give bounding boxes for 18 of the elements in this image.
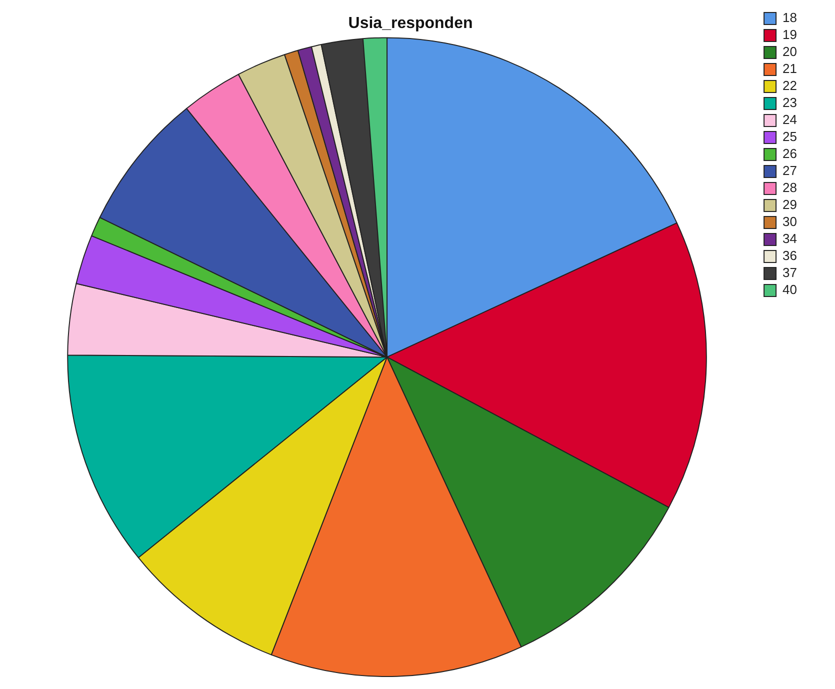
legend-label: 19 xyxy=(782,27,798,42)
legend-label: 40 xyxy=(782,282,798,298)
legend-label: 30 xyxy=(782,214,798,230)
legend-label: 26 xyxy=(782,146,798,162)
legend-label: 22 xyxy=(782,78,798,94)
legend-label: 25 xyxy=(782,129,798,144)
legend-label: 21 xyxy=(782,61,798,76)
legend-label: 20 xyxy=(782,44,798,60)
legend-label: 36 xyxy=(782,248,798,264)
legend-label: 34 xyxy=(782,231,798,246)
legend-label: 24 xyxy=(782,112,798,128)
chart-title: Usia_responden xyxy=(348,15,473,32)
legend-label: 23 xyxy=(782,95,798,110)
legend-label: 27 xyxy=(782,163,798,178)
legend-label: 28 xyxy=(782,180,798,196)
legend-label: 18 xyxy=(782,10,798,26)
legend-label: 29 xyxy=(782,197,798,212)
legend-label: 37 xyxy=(782,265,798,280)
